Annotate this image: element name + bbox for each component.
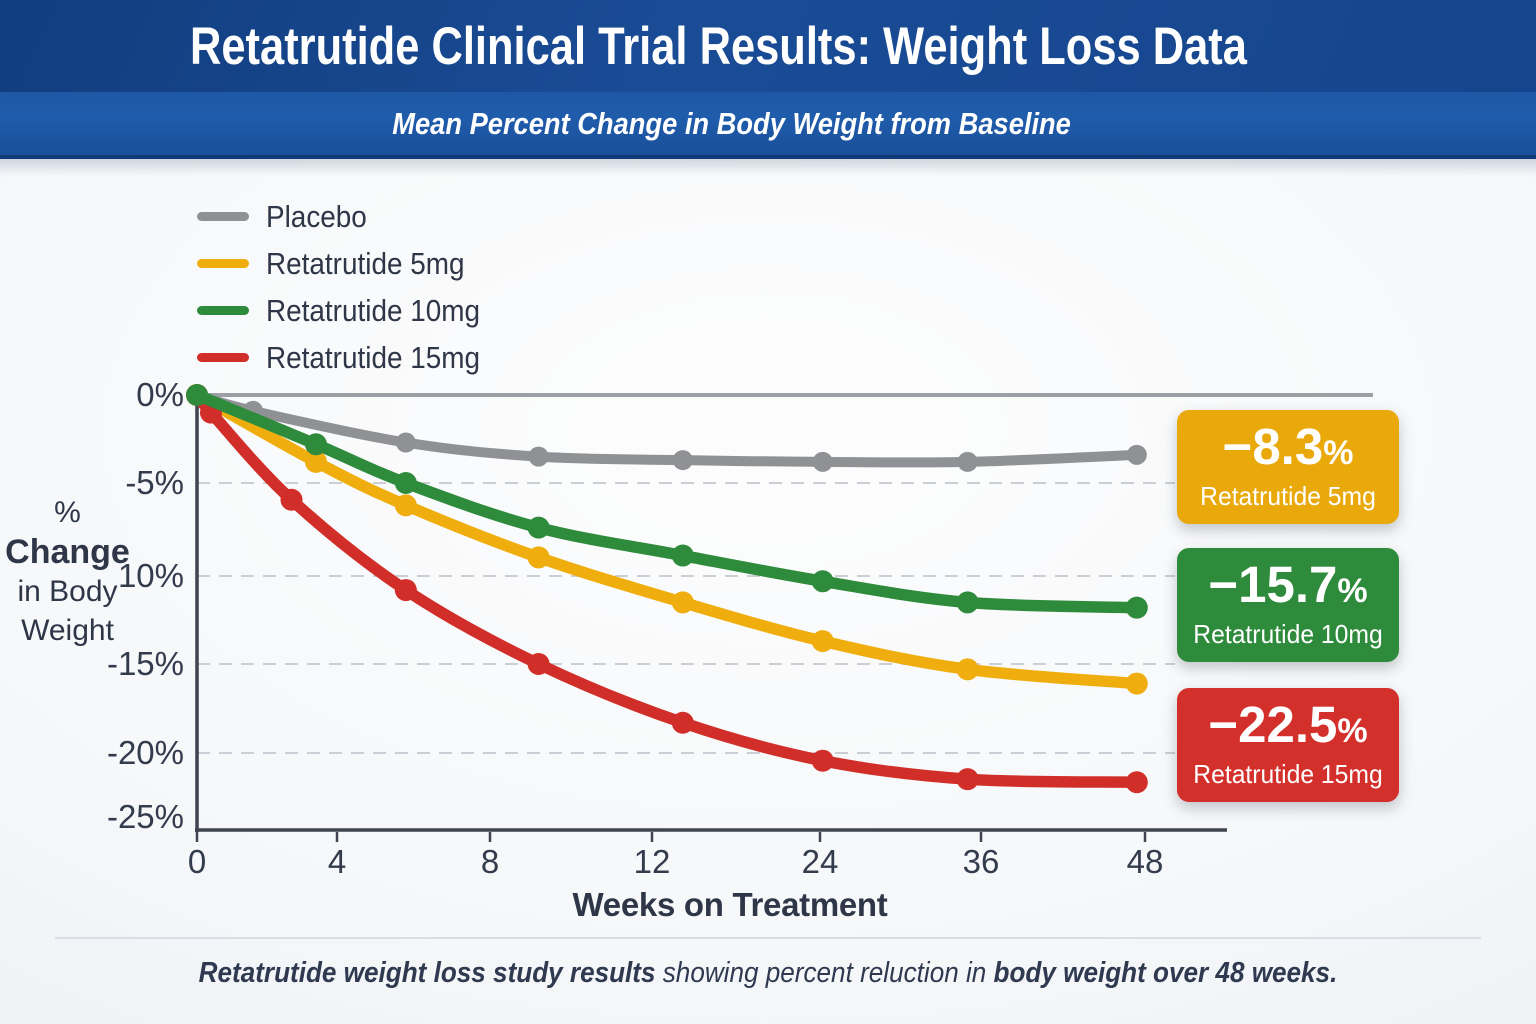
callout-label: Retatrutide 15mg	[1193, 759, 1383, 789]
data-point	[394, 579, 417, 602]
y-axis-title-line: in Body	[17, 575, 118, 608]
legend-swatch	[197, 306, 249, 315]
data-point	[956, 658, 979, 681]
legend-label: Retatrutide 15mg	[266, 339, 481, 375]
y-tick-label: 10%	[117, 557, 184, 594]
data-point	[528, 446, 549, 467]
y-tick-label: -25%	[106, 798, 184, 835]
footer-segment: body weight over 48 weeks.	[993, 957, 1338, 989]
data-point	[671, 544, 694, 567]
x-tick-label: 0	[187, 843, 207, 880]
legend: Placebo Retatrutide 5mg Retatrutide 10mg Re…	[197, 193, 504, 381]
data-point	[956, 768, 979, 791]
data-point	[957, 451, 978, 472]
percent-sign: %	[1337, 712, 1368, 750]
legend-swatch	[197, 212, 249, 221]
footer-caption: Retatrutide weight loss study results sh…	[77, 957, 1459, 990]
series-line	[191, 389, 1143, 789]
y-tick-label: -5%	[125, 464, 184, 501]
result-callout: −22.5% Retatrutide 15mg	[1177, 688, 1399, 802]
data-point	[395, 432, 416, 453]
footer-divider	[55, 937, 1481, 939]
data-point	[1125, 672, 1148, 695]
x-tick-label: 24	[801, 843, 839, 880]
x-tick-label: 36	[962, 843, 1000, 880]
y-axis-title-line: Change	[5, 533, 130, 571]
data-point	[1126, 444, 1147, 465]
data-point	[671, 591, 694, 614]
x-tick-label: 48	[1126, 843, 1164, 880]
callout-label: Retatrutide 10mg	[1193, 619, 1383, 649]
legend-swatch	[197, 259, 249, 268]
data-point	[672, 450, 693, 471]
data-point	[956, 591, 979, 614]
data-point	[280, 488, 303, 511]
data-point	[186, 384, 208, 406]
legend-item: Placebo	[197, 193, 504, 240]
percent-sign: %	[1323, 434, 1354, 472]
data-point	[1125, 771, 1148, 794]
data-point	[527, 653, 550, 675]
legend-swatch	[197, 353, 249, 362]
y-axis-title: % Change in Body Weight	[5, 493, 130, 650]
data-point	[394, 472, 417, 494]
result-callout: −8.3% Retatrutide 5mg	[1177, 410, 1399, 524]
y-axis-title-line: Weight	[21, 614, 114, 647]
y-tick-label: -15%	[106, 645, 184, 682]
page-title: Retatrutide Clinical Trial Results: Weig…	[189, 16, 1247, 76]
data-point	[305, 450, 327, 473]
footer-segment: Retatrutide weight loss study results	[198, 957, 663, 989]
data-point	[811, 630, 834, 653]
page-subtitle: Mean Percent Change in Body Weight from …	[392, 105, 1072, 141]
x-tick-label: 4	[327, 843, 347, 880]
data-point	[811, 570, 834, 593]
data-point	[305, 433, 327, 456]
result-callout: −15.7% Retatrutide 10mg	[1177, 548, 1399, 662]
data-point	[812, 451, 833, 472]
legend-item: Retatrutide 10mg	[197, 287, 504, 334]
data-point	[527, 546, 550, 569]
x-tick-label: 12	[633, 843, 671, 880]
legend-item: Retatrutide 15mg	[197, 334, 504, 381]
legend-label: Retatrutide 10mg	[266, 292, 481, 328]
y-tick-label: 0%	[136, 376, 184, 413]
footer-segment: showing percent reluction in	[662, 957, 994, 989]
subtitle-band: Mean Percent Change in Body Weight from …	[0, 92, 1536, 159]
header-shadow-divider	[0, 159, 1536, 176]
callout-label: Retatrutide 5mg	[1200, 481, 1376, 511]
header-banner: Retatrutide Clinical Trial Results: Weig…	[0, 0, 1536, 92]
data-point	[671, 711, 694, 734]
legend-label: Retatrutide 5mg	[266, 245, 465, 281]
percent-sign: %	[1337, 572, 1368, 610]
data-point	[811, 749, 834, 772]
callout-value: −15.7%	[1208, 556, 1368, 613]
legend-item: Retatrutide 5mg	[197, 240, 504, 287]
x-tick-label: 8	[480, 843, 500, 880]
callout-value: −22.5%	[1208, 696, 1368, 753]
y-tick-label: -20%	[106, 734, 184, 771]
y-axis-title-line: %	[54, 496, 81, 529]
callout-value: −8.3%	[1222, 418, 1354, 475]
data-point	[527, 516, 550, 539]
data-point	[394, 494, 417, 517]
data-point	[1125, 596, 1148, 619]
legend-label: Placebo	[266, 198, 367, 234]
x-axis-title: Weeks on Treatment	[572, 886, 888, 923]
